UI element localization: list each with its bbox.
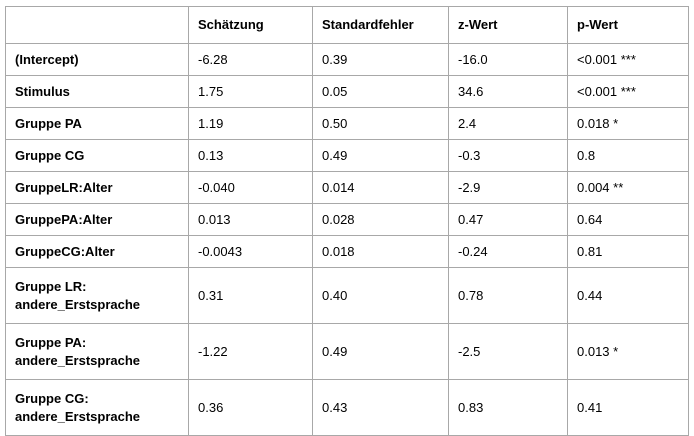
standard-error-cell: 0.43 — [312, 379, 449, 436]
p-value-cell: 0.004 ** — [567, 171, 689, 204]
results-table-container: Schätzung Standardfehler z-Wert p-Wert (… — [5, 6, 689, 436]
term-label: Gruppe PA — [15, 115, 82, 131]
term-cell: Gruppe LR: andere_Erstsprache — [5, 267, 189, 324]
table-row: Stimulus 1.75 0.05 34.6 <0.001 *** — [5, 75, 689, 108]
term-cell: Stimulus — [5, 75, 189, 108]
p-value-cell: <0.001 *** — [567, 43, 689, 76]
term-cell: GruppeCG:Alter — [5, 235, 189, 268]
term-label: Stimulus — [15, 83, 70, 99]
estimate-cell: 0.36 — [188, 379, 313, 436]
standard-error-cell: 0.50 — [312, 107, 449, 140]
table-row: Gruppe CG 0.13 0.49 -0.3 0.8 — [5, 139, 689, 172]
estimate-cell: -1.22 — [188, 323, 313, 380]
standard-error-cell: 0.014 — [312, 171, 449, 204]
term-label: (Intercept) — [15, 51, 79, 67]
z-value-cell: 0.78 — [448, 267, 568, 324]
p-value-cell: 0.44 — [567, 267, 689, 324]
table-row: GruppeCG:Alter -0.0043 0.018 -0.24 0.81 — [5, 235, 689, 268]
estimate-cell: -0.040 — [188, 171, 313, 204]
term-label-line-2: andere_Erstsprache — [15, 352, 141, 368]
regression-results-table: Schätzung Standardfehler z-Wert p-Wert (… — [5, 6, 689, 436]
term-label: GruppePA:Alter — [15, 211, 113, 227]
standard-error-cell: 0.39 — [312, 43, 449, 76]
z-value-cell: 0.47 — [448, 203, 568, 236]
term-cell: Gruppe PA: andere_Erstsprache — [5, 323, 189, 380]
term-label: Gruppe CG — [15, 147, 85, 163]
header-standard-error: Standardfehler — [312, 6, 449, 44]
table-row: Gruppe LR: andere_Erstsprache 0.31 0.40 0… — [5, 267, 689, 324]
p-value-cell: 0.8 — [567, 139, 689, 172]
p-value-cell: 0.81 — [567, 235, 689, 268]
term-cell: Gruppe CG — [5, 139, 189, 172]
z-value-cell: 2.4 — [448, 107, 568, 140]
term-label-line-2: andere_Erstsprache — [15, 296, 141, 312]
z-value-cell: -2.9 — [448, 171, 568, 204]
p-value-cell: 0.64 — [567, 203, 689, 236]
term-label-line-1: Gruppe PA: — [15, 334, 87, 350]
p-value-cell: <0.001 *** — [567, 75, 689, 108]
p-value-cell: 0.41 — [567, 379, 689, 436]
estimate-cell: 0.13 — [188, 139, 313, 172]
standard-error-cell: 0.49 — [312, 323, 449, 380]
standard-error-cell: 0.028 — [312, 203, 449, 236]
standard-error-cell: 0.40 — [312, 267, 449, 324]
p-value-cell: 0.018 * — [567, 107, 689, 140]
z-value-cell: -0.3 — [448, 139, 568, 172]
term-cell: Gruppe CG: andere_Erstsprache — [5, 379, 189, 436]
table-row: Gruppe PA 1.19 0.50 2.4 0.018 * — [5, 107, 689, 140]
header-p-value: p-Wert — [567, 6, 689, 44]
standard-error-cell: 0.49 — [312, 139, 449, 172]
estimate-cell: -0.0043 — [188, 235, 313, 268]
term-label-line-1: Gruppe CG: — [15, 390, 89, 406]
header-term — [5, 6, 189, 44]
z-value-cell: 0.83 — [448, 379, 568, 436]
table-row: GruppePA:Alter 0.013 0.028 0.47 0.64 — [5, 203, 689, 236]
estimate-cell: 0.013 — [188, 203, 313, 236]
standard-error-cell: 0.05 — [312, 75, 449, 108]
estimate-cell: 1.19 — [188, 107, 313, 140]
term-cell: Gruppe PA — [5, 107, 189, 140]
estimate-cell: -6.28 — [188, 43, 313, 76]
term-cell: GruppeLR:Alter — [5, 171, 189, 204]
table-row: Gruppe CG: andere_Erstsprache 0.36 0.43 0… — [5, 379, 689, 436]
term-cell: GruppePA:Alter — [5, 203, 189, 236]
table-row: Gruppe PA: andere_Erstsprache -1.22 0.49 … — [5, 323, 689, 380]
header-estimate: Schätzung — [188, 6, 313, 44]
z-value-cell: -0.24 — [448, 235, 568, 268]
table-row: (Intercept) -6.28 0.39 -16.0 <0.001 *** — [5, 43, 689, 76]
estimate-cell: 1.75 — [188, 75, 313, 108]
z-value-cell: -2.5 — [448, 323, 568, 380]
term-label-line-1: Gruppe LR: — [15, 278, 87, 294]
z-value-cell: 34.6 — [448, 75, 568, 108]
header-z-value: z-Wert — [448, 6, 568, 44]
term-cell: (Intercept) — [5, 43, 189, 76]
table-row: GruppeLR:Alter -0.040 0.014 -2.9 0.004 *… — [5, 171, 689, 204]
term-label: GruppeLR:Alter — [15, 179, 113, 195]
standard-error-cell: 0.018 — [312, 235, 449, 268]
table-header-row: Schätzung Standardfehler z-Wert p-Wert — [5, 6, 689, 44]
estimate-cell: 0.31 — [188, 267, 313, 324]
term-label: GruppeCG:Alter — [15, 243, 115, 259]
p-value-cell: 0.013 * — [567, 323, 689, 380]
z-value-cell: -16.0 — [448, 43, 568, 76]
term-label-line-2: andere_Erstsprache — [15, 408, 141, 424]
